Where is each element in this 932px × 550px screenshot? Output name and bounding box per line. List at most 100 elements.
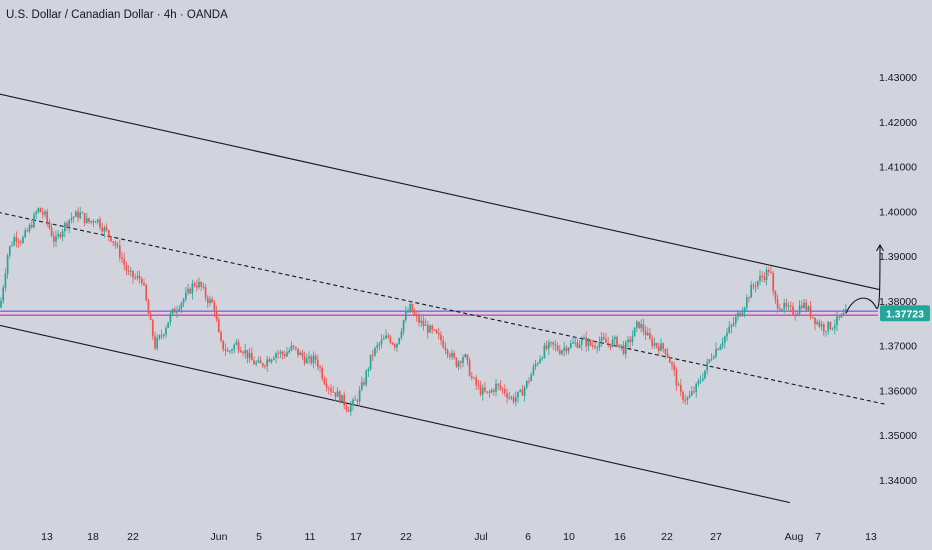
candle-body [752,284,755,287]
candle-body [105,227,108,231]
time-axis[interactable]: 13 18 22 Jun 5 11 17 22 Jul 6 10 16 22 27 Aug 7 13 [41,531,877,543]
candle-body [794,314,797,316]
candle-body [305,358,308,364]
mid-channel-dashed-line[interactable] [0,212,886,405]
candle-body [605,339,607,343]
candle-body [259,360,262,364]
candle-body [354,399,357,401]
candle-body [563,347,566,351]
candle-body [539,359,541,364]
candle-body [154,336,156,349]
candle-body [41,212,44,215]
upper-channel-line[interactable] [0,93,881,291]
candle-body [580,339,583,345]
candle-body [512,397,515,402]
horizontal-levels [0,310,878,316]
channel-lines[interactable] [0,93,886,504]
projection-arrow[interactable] [845,243,884,314]
candle-body [827,321,830,332]
candle-body [763,277,766,280]
candle-body [19,242,22,244]
candle-body [411,303,414,313]
price-tick-label: 1.41000 [879,162,917,174]
price-axis[interactable]: 1.43000 1.42000 1.41000 1.40000 1.39000 1.380… [879,72,917,487]
candle-body [710,358,713,360]
candle-body [376,345,379,348]
candle-body [145,284,148,301]
candle-body [602,337,605,340]
candle-body [490,390,493,393]
candle-body [46,211,49,222]
candle-body [275,353,277,358]
candle-body [92,220,95,223]
candle-body [519,389,522,392]
candle-body [583,337,585,340]
candle-body [321,368,324,379]
candle-body [818,321,821,327]
candle-body [391,342,394,345]
candle-body [121,257,123,259]
candle-body [530,374,533,382]
candle-body [611,339,614,347]
candle-body [193,283,196,286]
candle-body [323,378,326,384]
candle-body [396,343,398,348]
candle-body [162,334,165,336]
candle-body [345,405,348,410]
candle-body [327,387,330,389]
candle-body [631,336,634,343]
candle-body [814,317,816,325]
candle-body [308,356,310,359]
candle-body [79,212,82,218]
candle-body [277,353,280,355]
candle-body [393,344,396,348]
candle-body [772,272,775,292]
candle-body [528,380,530,382]
candle-body [607,342,610,344]
candle-body [204,287,207,298]
candle-body [250,353,253,361]
candle-body [8,246,11,256]
candle-body [246,350,249,359]
candle-body [74,211,77,217]
candle-body [48,221,51,229]
candle-body [286,352,288,357]
candle-body [536,363,539,365]
candle-body [213,302,216,312]
candle-body [356,400,359,402]
candle-body [811,316,814,318]
candle-body [24,230,27,238]
candle-body [264,365,266,367]
price-tick-label: 1.42000 [879,117,917,129]
candle-body [398,338,401,344]
candle-body [96,219,99,222]
lower-channel-line[interactable] [0,324,791,504]
candle-body [565,347,568,352]
candle-body [497,383,500,386]
candle-body [833,325,836,329]
time-tick-label: 27 [710,531,722,543]
candle-body [316,359,319,367]
candle-body [231,349,233,351]
candle-body [453,352,456,358]
candle-body [235,342,238,345]
candle-body [822,324,825,332]
candle-body [70,217,73,220]
candle-body [657,346,660,351]
candle-body [492,390,495,392]
candle-body [17,241,20,243]
candle-body [314,355,317,360]
candle-body [129,270,132,272]
candle-body [558,350,561,354]
candle-body [600,337,603,342]
candle-body [189,288,192,294]
candle-body [325,383,328,388]
candle-body [651,338,654,346]
time-tick-label: 22 [400,531,412,543]
last-price-tag-bg [880,305,930,322]
candle-body [783,302,786,310]
candle-body [477,384,480,386]
candle-body [182,299,185,304]
candle-body [525,380,528,388]
